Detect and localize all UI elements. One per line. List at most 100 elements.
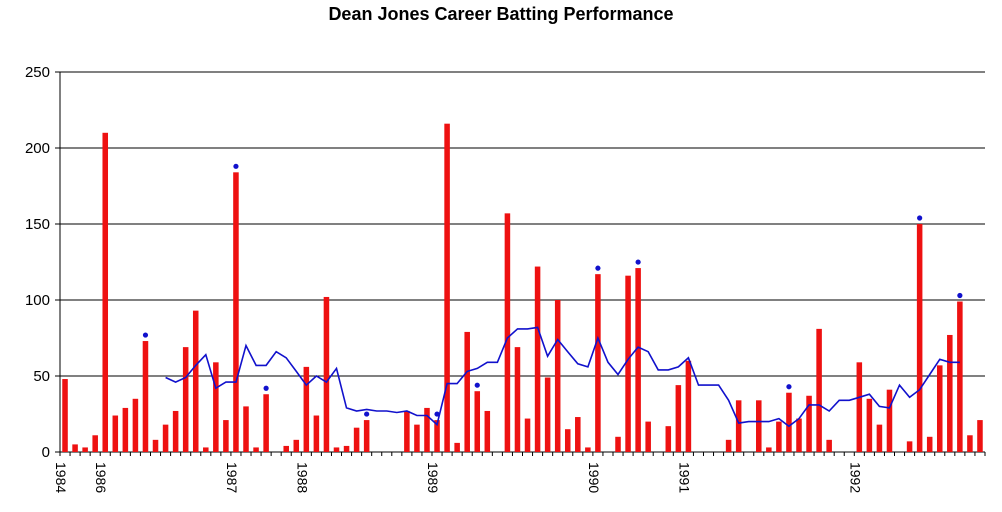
innings-bar	[936, 365, 943, 452]
innings-bar	[474, 391, 481, 452]
innings-bar	[625, 275, 631, 452]
innings-bar	[323, 296, 330, 452]
innings-bar	[786, 392, 792, 452]
innings-bar	[926, 436, 933, 452]
innings-bar	[916, 224, 923, 452]
x-tick-label-year: 1987	[224, 462, 240, 493]
y-tick-label: 150	[25, 216, 50, 233]
innings-bar	[303, 366, 310, 452]
innings-bar	[806, 395, 812, 452]
innings-bar	[585, 447, 591, 452]
innings-bar	[756, 400, 762, 452]
not-out-marker	[917, 215, 923, 221]
innings-bar	[635, 268, 641, 452]
not-out-marker	[595, 265, 601, 271]
innings-bar	[595, 274, 601, 452]
innings-bar	[243, 406, 249, 452]
innings-bars	[62, 123, 983, 453]
average-line	[165, 326, 960, 428]
innings-bar	[675, 385, 682, 452]
innings-bar	[112, 415, 119, 452]
innings-bar	[213, 362, 219, 452]
innings-bar	[162, 424, 169, 452]
innings-bar	[454, 442, 460, 452]
innings-bar	[876, 424, 883, 452]
x-tick-label-year: 1986	[93, 462, 109, 493]
innings-bar	[564, 429, 571, 452]
innings-bar	[544, 377, 551, 452]
innings-bar	[363, 420, 370, 452]
x-tick-label-year: 1991	[676, 462, 692, 493]
innings-bar	[283, 445, 289, 452]
innings-bar	[122, 407, 129, 452]
innings-bar	[233, 172, 239, 452]
x-tick-label-year: 1984	[53, 462, 69, 493]
innings-bar	[464, 331, 470, 452]
average-line-group	[165, 326, 960, 428]
innings-bar	[62, 379, 68, 452]
innings-bar	[203, 447, 209, 452]
y-tick-label: 50	[33, 368, 50, 385]
y-tick-label: 250	[25, 64, 50, 81]
innings-bar	[132, 398, 139, 452]
not-out-marker	[635, 259, 641, 265]
innings-bar	[685, 360, 692, 452]
innings-bar	[524, 418, 531, 452]
innings-bar	[353, 427, 360, 452]
innings-bar	[615, 436, 621, 452]
innings-bar	[142, 341, 149, 452]
innings-bar	[796, 418, 802, 452]
innings-bar	[223, 420, 229, 452]
x-tick-label-year: 1990	[586, 462, 602, 493]
innings-bar	[333, 447, 340, 452]
innings-bar	[293, 439, 300, 452]
innings-bar	[263, 394, 269, 452]
not-out-marker	[786, 384, 792, 390]
x-tick-label-year: 1992	[847, 462, 863, 493]
y-tick-label: 0	[42, 444, 50, 461]
innings-bar	[404, 410, 410, 452]
gridlines	[60, 71, 985, 377]
innings-bar	[856, 362, 863, 452]
innings-bar	[172, 410, 179, 452]
innings-bar	[72, 444, 78, 452]
innings-bar	[92, 435, 98, 452]
innings-bar	[967, 435, 973, 452]
not-out-marker	[434, 411, 440, 417]
innings-bar	[82, 447, 88, 452]
innings-bar	[575, 417, 581, 452]
innings-bar	[253, 447, 259, 452]
innings-bar	[534, 266, 541, 452]
innings-bar	[343, 445, 350, 452]
innings-bar	[776, 421, 782, 452]
innings-bar	[182, 347, 189, 452]
innings-bar	[444, 123, 450, 453]
innings-bar	[886, 389, 893, 452]
innings-bar	[102, 132, 109, 453]
innings-bar	[424, 407, 430, 452]
innings-bar	[434, 420, 440, 452]
not-out-marker	[364, 411, 370, 417]
innings-bar	[906, 441, 913, 452]
innings-bar	[665, 426, 672, 452]
innings-bar	[414, 424, 420, 452]
innings-bar	[514, 347, 521, 452]
innings-bar	[826, 439, 832, 452]
y-tick-label: 100	[25, 292, 50, 309]
tick-labels: 0 50 100 150 200 250 1984 1986 1987 1988 1989 1990 1…	[25, 64, 863, 493]
innings-bar	[484, 410, 491, 452]
y-tick-label: 200	[25, 140, 50, 157]
innings-bar	[735, 400, 742, 452]
innings-bar	[766, 447, 772, 452]
not-out-marker	[474, 382, 480, 388]
innings-bar	[504, 213, 511, 452]
x-tick-label-year: 1989	[425, 462, 441, 493]
innings-bar	[947, 334, 953, 452]
innings-bar	[866, 398, 873, 452]
innings-bar	[152, 439, 159, 452]
innings-bar	[313, 415, 320, 452]
innings-bar	[554, 300, 561, 452]
not-out-markers	[142, 163, 963, 417]
